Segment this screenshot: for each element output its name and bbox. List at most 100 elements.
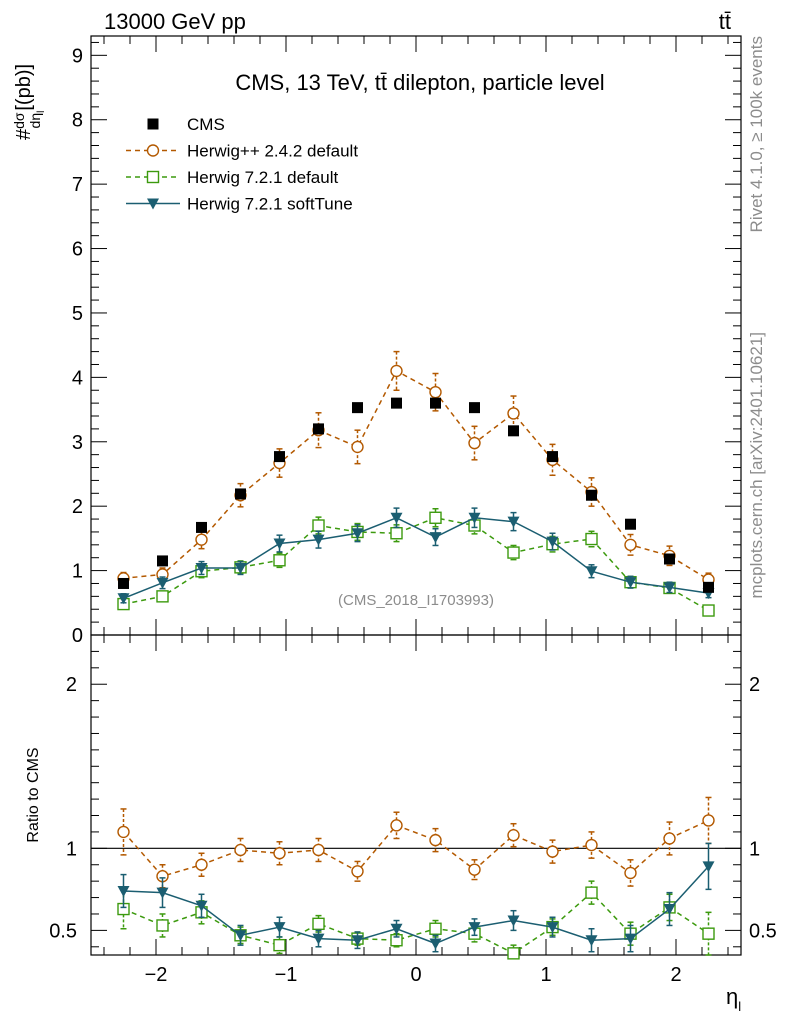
main-cms-point <box>664 553 675 565</box>
main-y-tick-label: 0 <box>72 625 83 647</box>
x-tick-label: 1 <box>540 964 551 986</box>
main-herwig-7-2-1-softtune-point <box>585 566 598 578</box>
ratio-y-tick-label-right: 1 <box>749 838 760 860</box>
ratio-herwig-7-2-1-default-point <box>312 917 325 931</box>
ratio-herwig-7-2-1-softtune-point <box>351 935 364 947</box>
ratio-x-axis: −2 −1 0 1 2 <box>103 635 729 986</box>
main-y-tick-label: 1 <box>72 561 83 583</box>
main-herwig-7-2-1-default-line <box>123 516 709 612</box>
ratio-herwig-2-4-2-default-point <box>429 833 442 847</box>
main-herwig-7-2-1-softtune-point <box>390 512 403 524</box>
ratio-series-group <box>91 796 741 960</box>
ratio-herwig-2-4-2-default-point <box>351 865 364 878</box>
main-herwig-7-2-1-softtune-point <box>156 577 169 589</box>
main-cms-point <box>586 489 597 501</box>
ratio-herwig-7-2-1-softtune-point <box>195 900 208 912</box>
legend-label: CMS <box>187 115 225 134</box>
main-y-tick-label: 6 <box>72 239 83 261</box>
legend-marker <box>147 198 159 210</box>
main-cms-point <box>196 521 207 533</box>
main-y-tick-label: 5 <box>72 303 83 325</box>
main-y-tick-label: 9 <box>72 45 83 67</box>
ratio-herwig-7-2-1-softtune-line <box>123 865 710 945</box>
main-cms-point <box>274 451 285 463</box>
ratio-herwig-2-4-2-default-point <box>117 825 130 839</box>
legend-label: Herwig++ 2.4.2 default <box>187 142 358 161</box>
ratio-herwig-7-2-1-default-point <box>156 919 169 932</box>
main-herwig-7-2-1-default-point <box>702 604 715 617</box>
main-cms-point <box>391 397 402 409</box>
main-herwig-7-2-1-softtune-line <box>123 516 709 599</box>
ratio-herwig-7-2-1-softtune-point <box>156 887 169 899</box>
main-y-tick-label: 8 <box>72 110 83 132</box>
main-cms-point <box>430 397 441 409</box>
main-cms-point <box>313 423 324 435</box>
ratio-herwig-2-4-2-default-point <box>546 845 559 858</box>
ratio-herwig-2-4-2-default-point <box>234 843 247 857</box>
y-label-sub: l <box>36 111 47 113</box>
ratio-herwig-7-2-1-softtune-point <box>468 922 481 934</box>
main-herwig-2-4-2-default-point <box>468 436 481 450</box>
main-herwig-7-2-1-softtune-point <box>312 534 325 546</box>
main-y-tick-label: 2 <box>72 496 83 518</box>
main-herwig-2-4-2-default-series <box>117 350 715 587</box>
main-cms-point <box>625 518 636 530</box>
ratio-y-label: Ratio to CMS <box>25 747 42 842</box>
main-cms-point <box>157 555 168 567</box>
main-herwig-7-2-1-softtune-point <box>351 528 364 540</box>
ratio-frame <box>90 634 742 956</box>
ratio-y-tick-label: 0.5 <box>49 920 77 942</box>
main-herwig-7-2-1-softtune-point <box>234 563 247 575</box>
main-herwig-7-2-1-default-point <box>429 511 442 524</box>
main-cms-series <box>118 397 714 593</box>
ratio-herwig-2-4-2-default-point <box>195 858 208 871</box>
legend-marker <box>147 118 159 130</box>
main-y-label-text: #dσdηl[(pb)] <box>11 64 47 140</box>
legend-item: Herwig 7.2.1 softTune <box>126 195 353 214</box>
main-herwig-2-4-2-default-point <box>351 440 364 454</box>
main-herwig-7-2-1-softtune-point <box>117 593 130 605</box>
ratio-herwig-7-2-1-softtune-point <box>429 938 442 950</box>
ratio-herwig-7-2-1-softtune-point <box>546 922 559 934</box>
main-y-tick-label: 3 <box>72 432 83 454</box>
y-label-hash: # <box>13 128 35 140</box>
legend-item: Herwig++ 2.4.2 default <box>126 142 358 161</box>
ratio-herwig-2-4-2-default-series <box>117 796 715 889</box>
main-herwig-2-4-2-default-point <box>195 533 208 546</box>
ratio-herwig-2-4-2-default-point <box>390 819 403 832</box>
y-label-denominator: dη <box>27 113 43 129</box>
ratio-y-tick-label-right: 0.5 <box>749 920 777 942</box>
main-herwig-7-2-1-softtune-series <box>117 507 715 605</box>
x-tick-label: 2 <box>670 964 681 986</box>
main-herwig-7-2-1-default-point <box>390 527 403 540</box>
energy-label: 13000 GeV pp <box>104 9 246 34</box>
ratio-herwig-7-2-1-default-point <box>585 886 598 899</box>
legend-label: Herwig 7.2.1 softTune <box>187 195 353 214</box>
main-cms-point <box>352 402 363 414</box>
ratio-y-tick-label: 1 <box>66 838 77 860</box>
ratio-herwig-7-2-1-softtune-point <box>234 930 247 942</box>
main-y-tick-label: 7 <box>72 174 83 196</box>
main-cms-point <box>118 577 129 589</box>
legend: CMS Herwig++ 2.4.2 default Herwig 7.2.1 de… <box>126 115 358 214</box>
ratio-herwig-2-4-2-default-point <box>468 863 481 876</box>
ratio-herwig-2-4-2-default-point <box>585 838 598 852</box>
x-axis-label: ηl <box>726 984 741 1014</box>
main-y-tick-label: 4 <box>72 367 83 389</box>
ratio-herwig-7-2-1-softtune-point <box>507 915 520 927</box>
ratio-herwig-7-2-1-default-point <box>507 947 520 960</box>
ratio-herwig-7-2-1-softtune-series <box>117 842 715 953</box>
rivet-version-label: Rivet 4.1.0, ≥ 100k events <box>747 36 766 232</box>
main-cms-point <box>508 425 519 437</box>
main-herwig-7-2-1-softtune-point <box>273 538 286 550</box>
x-axis-label-sub: l <box>738 999 741 1014</box>
ratio-herwig-7-2-1-softtune-point <box>702 861 715 873</box>
ratio-herwig-2-4-2-default-point <box>507 829 520 842</box>
main-y-axis: 0 1 2 3 4 5 6 7 8 9 <box>72 41 741 647</box>
ratio-herwig-7-2-1-softtune-point <box>624 933 637 945</box>
main-herwig-7-2-1-default-point <box>273 554 286 567</box>
analysis-watermark: (CMS_2018_I1703993) <box>338 592 494 609</box>
main-herwig-2-4-2-default-point <box>507 407 520 420</box>
ratio-herwig-7-2-1-softtune-point <box>312 933 325 945</box>
main-herwig-7-2-1-default-point <box>312 519 325 532</box>
